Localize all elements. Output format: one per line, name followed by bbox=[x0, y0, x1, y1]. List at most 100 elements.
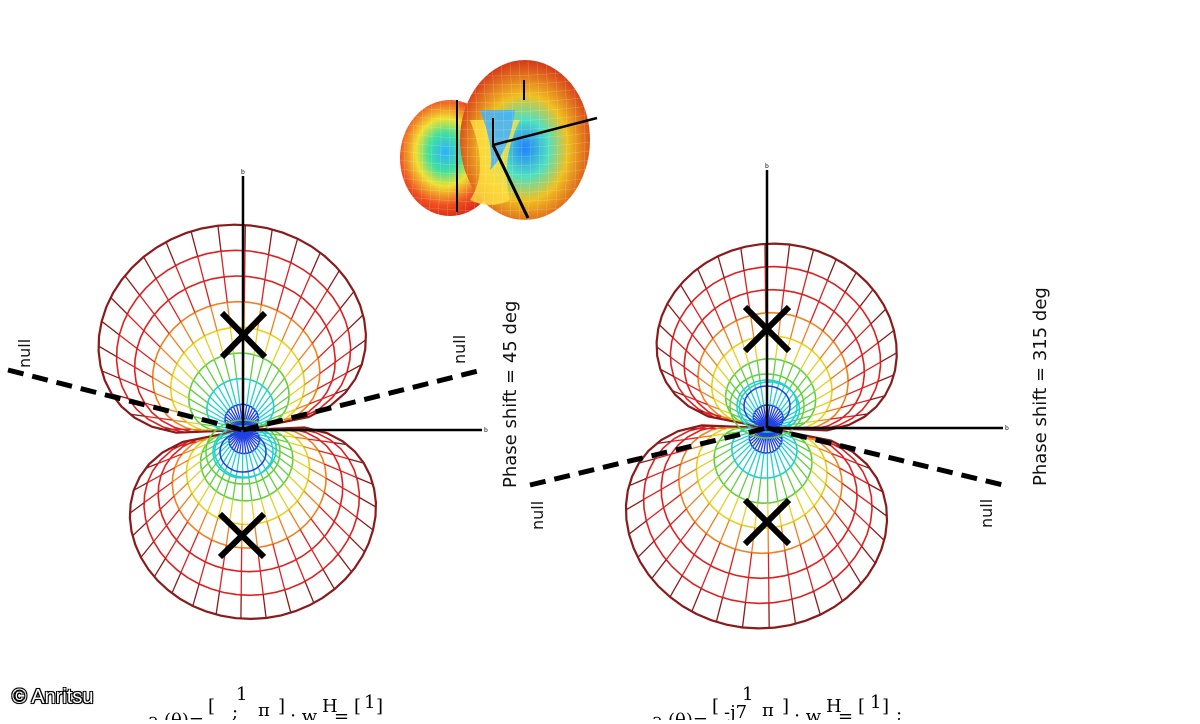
pattern-spoke bbox=[311, 253, 321, 275]
pattern-spoke bbox=[793, 344, 802, 365]
right-formula-w-bracket-close: ] bbox=[882, 696, 889, 717]
pattern-spoke bbox=[826, 354, 841, 369]
pattern-spoke bbox=[125, 276, 140, 295]
pattern-spoke bbox=[172, 376, 190, 390]
pattern-spoke bbox=[787, 245, 790, 268]
pattern-spoke bbox=[807, 568, 814, 591]
pattern-spoke bbox=[255, 524, 258, 548]
pattern-spoke bbox=[788, 575, 792, 599]
pattern-spoke bbox=[199, 485, 210, 503]
pattern-spoke bbox=[840, 498, 855, 512]
svg-text:-j7: -j7 bbox=[724, 702, 747, 720]
pattern-spoke bbox=[269, 229, 273, 254]
mesh-line bbox=[400, 223, 590, 229]
pattern-spoke bbox=[117, 357, 135, 368]
pattern-spoke bbox=[881, 353, 897, 362]
pattern-spoke bbox=[847, 307, 860, 324]
pattern-spoke bbox=[188, 470, 202, 483]
pattern-spoke bbox=[670, 357, 684, 367]
pattern-spoke bbox=[864, 362, 880, 371]
svg-text:(θ)=: (θ)= bbox=[668, 710, 708, 720]
pattern-spoke bbox=[666, 541, 680, 560]
pattern-spoke bbox=[312, 326, 326, 343]
pattern-spoke bbox=[827, 472, 842, 483]
pattern-spoke bbox=[667, 304, 679, 320]
pattern-spoke bbox=[216, 471, 225, 491]
pattern-spoke bbox=[289, 385, 304, 396]
pattern-spoke bbox=[664, 494, 681, 507]
pattern-spoke bbox=[686, 493, 702, 509]
pattern-spoke bbox=[802, 272, 808, 294]
pattern-spoke bbox=[193, 344, 205, 366]
pattern-spoke bbox=[220, 568, 223, 591]
svg-text:b: b bbox=[765, 163, 769, 170]
pattern-spoke bbox=[718, 256, 724, 278]
svg-text:; w: ; w bbox=[794, 706, 822, 720]
pattern-spoke bbox=[819, 280, 828, 301]
pattern-spoke bbox=[141, 542, 154, 558]
pattern-spoke bbox=[270, 495, 279, 517]
pattern-spoke bbox=[285, 590, 291, 613]
pattern-spoke bbox=[297, 501, 311, 519]
pattern-spoke bbox=[833, 580, 843, 602]
pattern-spoke bbox=[812, 369, 827, 384]
pattern-spoke bbox=[680, 285, 691, 303]
pattern-spoke bbox=[207, 491, 216, 511]
pattern-spoke bbox=[296, 560, 305, 582]
pattern-spoke bbox=[319, 506, 334, 521]
pattern-spoke bbox=[698, 377, 712, 387]
pattern-spoke bbox=[697, 459, 715, 469]
pattern-spoke bbox=[757, 360, 760, 383]
pattern-spoke bbox=[284, 483, 298, 501]
pattern-spoke bbox=[277, 490, 288, 510]
pattern-spoke bbox=[191, 231, 198, 256]
pattern-spoke bbox=[808, 479, 822, 496]
pattern-spoke bbox=[156, 279, 168, 301]
pattern-spoke bbox=[780, 475, 787, 498]
pattern-spoke bbox=[741, 248, 744, 271]
pattern-spoke bbox=[729, 497, 738, 520]
pattern-spoke bbox=[273, 544, 279, 567]
pattern-spoke bbox=[311, 519, 325, 537]
pattern-spoke bbox=[796, 294, 802, 316]
pattern-spoke bbox=[212, 518, 218, 540]
pattern-spoke bbox=[826, 525, 838, 544]
pattern-spoke bbox=[679, 469, 697, 479]
pattern-spoke bbox=[659, 325, 673, 338]
pattern-spoke bbox=[176, 266, 186, 290]
pattern-spoke bbox=[670, 509, 686, 525]
pattern-spoke bbox=[326, 478, 343, 488]
pattern-spoke bbox=[680, 319, 693, 335]
pattern-spoke bbox=[261, 280, 265, 305]
left-phase-shift-label: Phase shift = 45 deg bbox=[500, 301, 521, 488]
pattern-spoke bbox=[351, 340, 366, 351]
pattern-spoke bbox=[801, 350, 812, 369]
pattern-spoke bbox=[181, 322, 193, 344]
pattern-spoke bbox=[167, 510, 180, 526]
pattern-spoke bbox=[872, 505, 887, 516]
pattern-spoke bbox=[154, 314, 169, 333]
pattern-spoke bbox=[739, 474, 748, 497]
pattern-spoke bbox=[261, 473, 270, 495]
pattern-spoke bbox=[724, 328, 733, 348]
pattern-spoke bbox=[719, 491, 731, 512]
pattern-spoke bbox=[834, 292, 845, 311]
pattern-spoke bbox=[810, 301, 819, 322]
pattern-spoke bbox=[357, 518, 373, 531]
pattern-spoke bbox=[831, 367, 847, 379]
svg-text:=: = bbox=[334, 706, 349, 720]
pattern-spoke bbox=[153, 378, 171, 389]
pattern-spoke bbox=[794, 521, 801, 544]
pattern-spoke bbox=[224, 277, 227, 303]
pattern-spoke bbox=[870, 526, 885, 540]
pattern-spoke bbox=[848, 529, 862, 546]
pattern-spoke bbox=[111, 298, 128, 315]
pattern-spoke bbox=[218, 226, 221, 252]
pattern-spoke bbox=[174, 483, 188, 496]
left-null-label-b: null bbox=[450, 335, 469, 364]
pattern-spoke bbox=[184, 353, 199, 372]
pattern-spoke bbox=[862, 546, 876, 563]
pattern-spoke bbox=[199, 512, 208, 532]
pattern-spoke bbox=[154, 559, 165, 577]
pattern-spoke bbox=[267, 521, 273, 544]
